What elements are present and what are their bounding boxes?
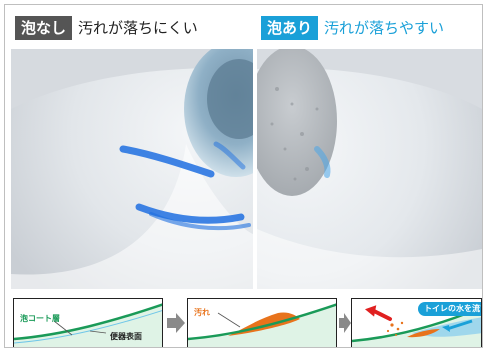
dirt-label: 汚れ [194,308,210,317]
no-foam-header: 泡なし 汚れが落ちにくい [15,15,198,41]
arrow-right-icon [167,313,185,333]
bowl-surface-label: 便器表面 [110,332,142,341]
diagram-dirt-on-coat: 汚れ [187,298,337,347]
diagram-flush-away: トイレの水を流す [351,298,482,347]
foam-caption: 汚れが落ちやすい [324,19,445,37]
foam-bowl-photo [257,49,482,289]
diagram-foam-coat: 泡コート層 便器表面 [13,298,163,347]
flush-water-badge: トイレの水を流す [418,302,481,316]
no-foam-tag: 泡なし [15,16,73,40]
foam-tag: 泡あり [261,16,319,40]
arrow-right-icon-2 [339,313,351,333]
comparison-figure: 泡なし 汚れが落ちにくい 泡あり 汚れが落ちやすい [4,4,483,348]
foam-header: 泡あり 汚れが落ちやすい [261,15,444,41]
no-foam-bowl-photo [11,49,253,289]
no-foam-caption: 汚れが落ちにくい [78,19,198,37]
foam-coat-label: 泡コート層 [20,314,60,323]
panel-divider [253,49,257,289]
